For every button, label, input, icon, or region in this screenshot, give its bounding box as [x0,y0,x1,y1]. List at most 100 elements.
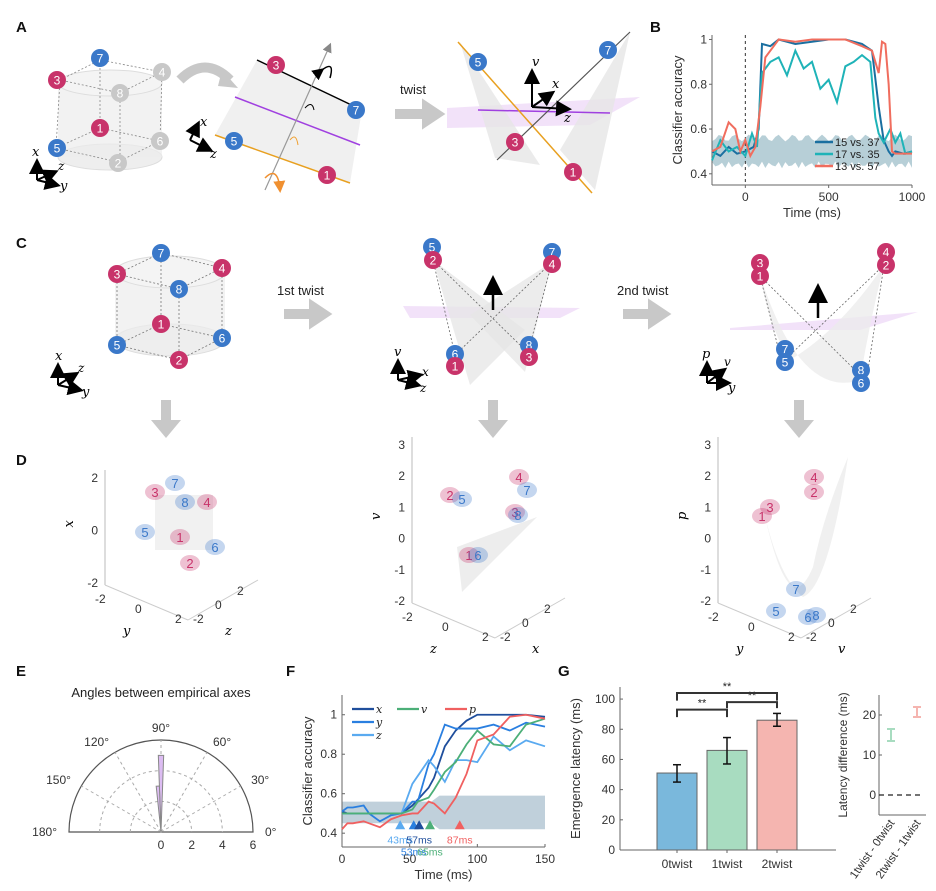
first-twist-label: 1st twist [277,283,324,298]
y-floor-axis [800,597,872,639]
x-tick-label: 2 [482,630,489,644]
node-3: 3 [267,56,285,74]
scatter-node-label: 2 [446,488,453,503]
legend-label: x [376,703,383,716]
axis-y-label: y [59,179,68,194]
scatter-node-label: 7 [171,476,178,491]
scatter-node-label: 1 [758,509,765,524]
y-tick-label: 40 [602,783,616,797]
node-circle [776,340,794,358]
node-circle [48,139,66,157]
node-circle [543,255,561,273]
axis-z-label: z [57,159,65,173]
node-circle [469,53,487,71]
significance-label: ** [748,690,757,702]
y-tick-label: -2 [500,630,511,644]
axis-label: p [702,347,711,362]
z-tick-label: -1 [700,563,711,577]
scatter-node-label: 4 [203,495,210,510]
node-circle [108,336,126,354]
z-axis-label: v [369,512,384,520]
node-8: 8 [170,280,188,298]
y-tick-label: 0.8 [320,747,337,761]
node-circle [423,238,441,256]
node-circle [109,154,127,172]
node-label: 2 [115,157,122,171]
node-label: 4 [883,246,890,260]
scatter-node-label: 3 [511,505,518,520]
node-3: 3 [48,71,66,89]
scatter-cloud [205,539,225,555]
legend-label: v [421,703,428,716]
y-tick-label: 80 [602,722,616,736]
right-arrow-icon [623,298,672,330]
axes-triad-c2 [390,358,424,390]
scatter-node-label: 8 [812,608,819,623]
twist-label: twist [400,82,426,97]
x-tick-label: 500 [819,190,839,204]
node-5: 5 [48,139,66,157]
node-circle [424,251,442,269]
down-arrows [151,400,814,438]
y-tick-label: 0.4 [320,826,337,840]
node-circle [152,315,170,333]
node-6: 6 [852,374,870,392]
significance-label: ** [698,698,707,710]
node-label: 5 [782,356,789,370]
node-4: 4 [213,259,231,277]
scatter-cloud [135,524,155,540]
node-label: 8 [176,283,183,297]
node-circle [446,357,464,375]
node-6: 6 [151,132,169,150]
panel-e: E Angles between empirical axes 0° 30° 60° 9… [16,663,277,852]
x-tick-label: 0twist [662,857,693,871]
r-tick-label: 4 [219,838,226,852]
significance-label: ** [723,681,732,693]
legend-label: 15 vs. 37 [835,137,880,149]
x-tick-label: -2 [708,610,719,624]
node-5: 5 [469,53,487,71]
node-6: 6 [213,329,231,347]
node-1: 1 [318,166,336,184]
scatter-node-label: 8 [514,508,521,523]
node-circle [170,351,188,369]
y-tick-label: 0.6 [690,122,707,136]
scatter-cloud [760,499,780,515]
series-line-p [341,713,546,830]
node-circle [213,259,231,277]
scatter-node-label: 4 [810,470,817,485]
scatter-cloud [170,529,190,545]
y-tick-label: 0 [869,788,876,802]
node-5: 5 [108,336,126,354]
onset-label-y: 53ms [401,846,427,858]
y-tick-label: 0 [828,616,835,630]
legend-label: y [375,716,383,729]
onset-marker-v [424,820,435,830]
scatter-node-label: 8 [181,495,188,510]
y-tick-label: -2 [806,630,817,644]
r-tick-label: 0 [158,838,165,852]
x-axis-label: y [735,642,744,657]
y-axis-label: Classifier accuracy [300,716,315,826]
node-circle [170,280,188,298]
significance-bracket [676,692,778,701]
z-tick-label: 3 [704,438,711,452]
scatter-cloud [752,508,772,524]
scatter-cloud [505,504,525,520]
y-floor-axis [494,597,566,639]
surface [457,517,537,592]
node-2: 2 [170,351,188,369]
r-tick-label: 6 [250,838,257,852]
node-1: 1 [446,357,464,375]
node-label: 4 [219,262,226,276]
z-tick-label: 2 [704,469,711,483]
scatter-cloud [508,507,528,523]
node-label: 5 [429,241,436,255]
node-1: 1 [564,163,582,181]
scatter-node-label: 4 [515,470,522,485]
node-7: 7 [347,101,365,119]
axis-v-label: v [532,55,540,70]
bar-0twist [656,772,698,851]
node-circle [318,166,336,184]
